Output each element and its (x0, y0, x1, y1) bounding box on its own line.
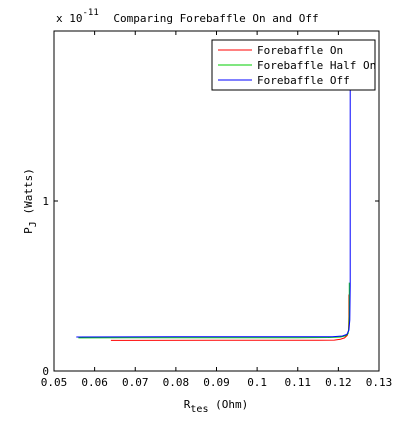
x-tick-label: 0.06 (81, 376, 108, 389)
y-tick-label: 0 (42, 365, 49, 378)
y-axis-label: PJ (Watts) (22, 168, 39, 234)
x-tick-label: 0.08 (163, 376, 190, 389)
x-tick-label: 0.07 (122, 376, 149, 389)
legend-label-2: Forebaffle Half On (257, 59, 376, 72)
x-tick-label: 0.1 (247, 376, 267, 389)
x-axis-label: Rtes (Ohm) (184, 398, 248, 415)
series-line-3 (76, 78, 351, 338)
x-tick-label: 0.11 (285, 376, 312, 389)
series-line-2 (78, 282, 350, 339)
legend-label-1: Forebaffle On (257, 44, 343, 57)
legend: Forebaffle On Forebaffle Half On Forebaffl… (211, 39, 376, 91)
series-layer (76, 78, 351, 341)
legend-label-3: Forebaffle Off (257, 74, 350, 87)
x-tick-label: 0.12 (325, 376, 352, 389)
y-tick-label: 1 (42, 195, 49, 208)
x-tick-label: 0.13 (366, 376, 393, 389)
x-tick-label: 0.09 (203, 376, 230, 389)
axes-layer: 0.05 0.06 0.07 0.08 0.09 0.1 0.11 0.12 0.13 0 1 (41, 30, 393, 389)
y-exponent-label: x 10-11 (56, 8, 99, 25)
chart-title: Comparing Forebaffle On and Off (113, 12, 318, 25)
x-tick-label: 0.05 (41, 376, 68, 389)
